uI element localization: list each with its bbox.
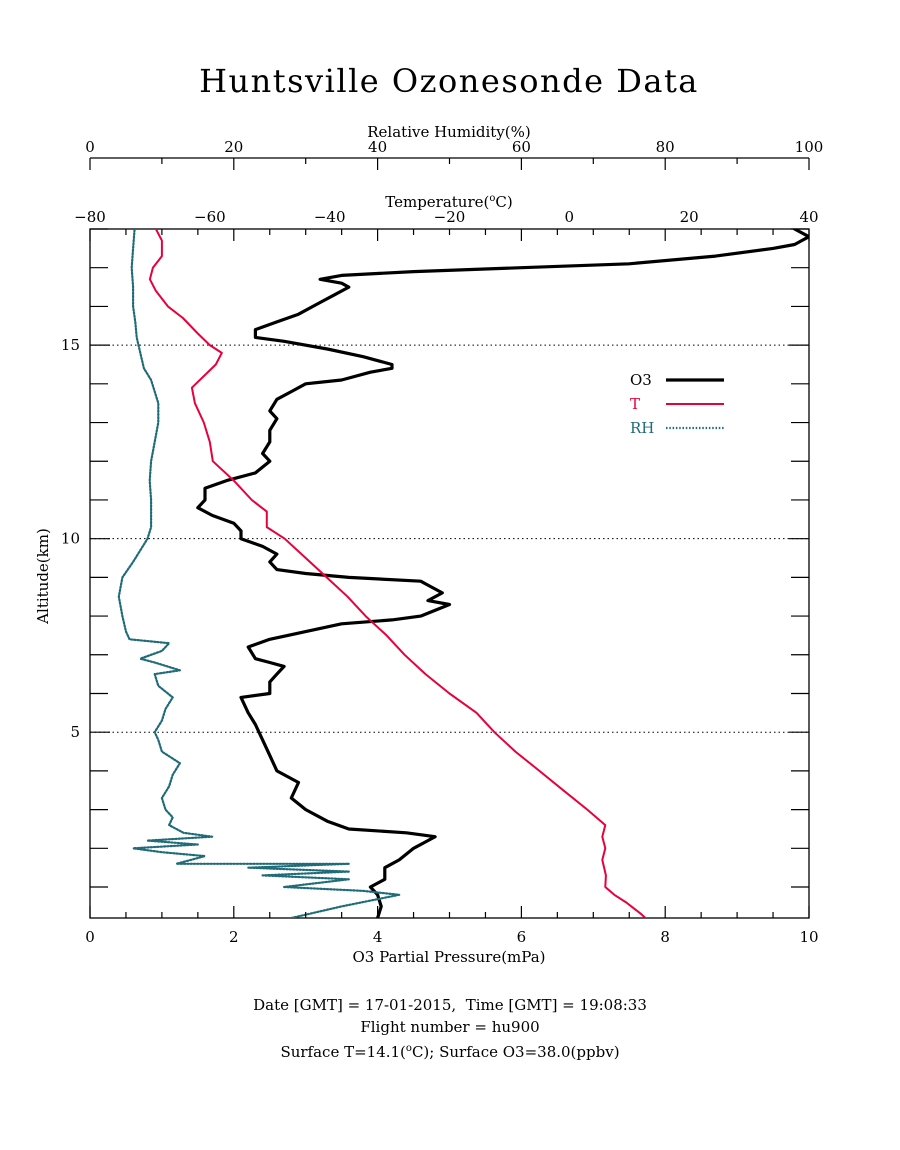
o3-tick-label: 4 — [373, 928, 383, 946]
surface-o3-text: C); Surface O3=38.0(ppbv) — [411, 1043, 620, 1061]
chart-title: Huntsville Ozonesonde Data — [199, 62, 699, 100]
rh-tick-label: 20 — [224, 138, 243, 156]
series-line-t — [148, 229, 647, 918]
temperature-axis: −80 −60 −40 −20 0 20 40 — [74, 208, 818, 226]
temperature-axis-label: Temperature(oC) — [385, 193, 513, 211]
rh-axis-label: Relative Humidity(%) — [367, 123, 530, 141]
series-layer — [117, 229, 809, 918]
o3-tick-label: 2 — [229, 928, 239, 946]
date-time-line: Date [GMT] = 17-01-2015, Time [GMT] = 19… — [253, 996, 647, 1014]
degree-symbol: o — [405, 1043, 412, 1054]
rh-tick-label: 80 — [656, 138, 675, 156]
o3-axis-label: O3 Partial Pressure(mPa) — [352, 948, 545, 966]
gridlines — [90, 344, 809, 733]
temperature-tick-label: −40 — [314, 208, 346, 226]
rh-tick-label: 0 — [85, 138, 95, 156]
o3-tick-label: 0 — [85, 928, 95, 946]
altitude-tick-label: 15 — [61, 336, 80, 354]
series-line-rh — [117, 229, 401, 918]
temperature-tick-label: −80 — [74, 208, 106, 226]
legend-label-t: T — [630, 395, 640, 413]
o3-tick-label: 8 — [660, 928, 670, 946]
rh-axis: 0 20 40 60 80 100 — [85, 138, 823, 170]
legend-label-rh: RH — [630, 419, 654, 437]
temperature-tick-label: 0 — [565, 208, 575, 226]
series-line-o3 — [196, 229, 809, 918]
o3-tick-label: 6 — [517, 928, 527, 946]
legend: O3 T RH — [630, 371, 724, 437]
flight-number-line: Flight number = hu900 — [360, 1018, 540, 1036]
rh-tick-label: 100 — [795, 138, 824, 156]
temperature-tick-label: 40 — [799, 208, 818, 226]
legend-label-o3: O3 — [630, 371, 652, 389]
flight-info: Date [GMT] = 17-01-2015, Time [GMT] = 19… — [0, 994, 900, 1063]
altitude-tick-label: 5 — [70, 723, 80, 741]
temperature-tick-label: −60 — [194, 208, 226, 226]
o3-axis: 0 2 4 6 8 10 — [85, 229, 819, 946]
o3-tick-label: 10 — [799, 928, 818, 946]
temperature-tick-label: −20 — [434, 208, 466, 226]
rh-tick-label: 40 — [368, 138, 387, 156]
altitude-axis: 5 10 15 — [61, 228, 809, 888]
altitude-axis-label: Altitude(km) — [34, 528, 52, 625]
surface-t-text: Surface T=14.1( — [280, 1043, 406, 1061]
altitude-tick-label: 10 — [61, 530, 80, 548]
temperature-tick-label: 20 — [680, 208, 699, 226]
surface-values-line: Surface T=14.1(oC); Surface O3=38.0(ppbv… — [0, 1038, 900, 1063]
rh-tick-label: 60 — [512, 138, 531, 156]
